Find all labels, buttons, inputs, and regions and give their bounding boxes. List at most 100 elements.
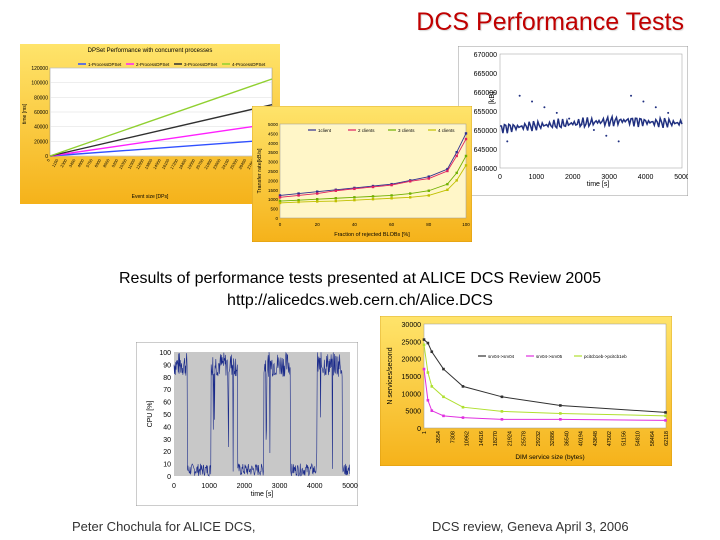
chart5-data-point — [430, 350, 434, 354]
caption-line-1: Results of performance tests presented a… — [118, 270, 601, 287]
chart1-legend-entry: 1-ProcessDPSet — [88, 62, 122, 67]
chart3-xtick: 80 — [426, 222, 432, 227]
chart3-data-point — [334, 189, 337, 192]
chart2-ytick: 660000 — [474, 90, 497, 97]
chart3-data-point — [409, 192, 412, 195]
chart5-ylabel: N services/second — [387, 347, 394, 404]
footer-right: DCS review, Geneva April 3, 2006 — [432, 519, 629, 534]
chart3-data-point — [427, 177, 430, 180]
dim-services-chart: srv04->srv04 srv04->srv05 pcitcb1eb->pcitc… — [380, 316, 672, 466]
chart5-legend-entry: pcitcb1eb->pcitcb1eb — [584, 354, 627, 359]
chart1-xtick: 20700 — [195, 157, 205, 170]
chart1-xtick: 25300 — [229, 157, 239, 170]
chart5-data-point — [442, 414, 445, 418]
chart3-data-point — [464, 154, 468, 158]
chart3-ytick: 2500 — [268, 169, 279, 174]
caption-line-2[interactable]: http://alicedcs.web.cern.ch/Alice.DCS — [227, 292, 493, 309]
chart3-series-line — [279, 165, 467, 204]
chart5-data-point — [422, 338, 426, 341]
chart4-ytick: 60 — [163, 400, 171, 407]
chart5-data-point — [461, 405, 465, 409]
chart2-ytick: 670000 — [474, 52, 497, 59]
chart3-ytick: 4000 — [268, 141, 279, 146]
chart2-xlabel: time [s] — [587, 181, 610, 188]
chart3-data-point — [353, 187, 356, 191]
chart1-ytick: 0 — [45, 154, 48, 160]
chart5-data-point — [426, 341, 430, 345]
chart1-ytick: 80000 — [34, 95, 48, 101]
chart5-xtick: 3654 — [436, 431, 442, 443]
chart3-ytick: 500 — [270, 207, 278, 212]
chart1-series-line — [49, 78, 273, 157]
chart5-data-point — [664, 411, 667, 414]
chart2-xtick: 5000 — [674, 174, 688, 181]
chart4-ytick: 80 — [163, 375, 171, 382]
chart2-outlier-point — [543, 106, 546, 109]
chart2-outlier-point — [518, 94, 521, 97]
chart3-data-point — [353, 198, 356, 202]
chart5-ytick: 25000 — [402, 339, 422, 346]
chart5-xtick: 10962 — [465, 431, 471, 446]
chart1-series-line — [49, 123, 273, 157]
chart5-xtick: 43848 — [593, 431, 599, 446]
chart5-xtick: 54810 — [636, 431, 642, 446]
chart5-xtick: 1 — [422, 431, 428, 434]
chart5-data-point — [461, 416, 465, 419]
chart1-ylabel: time [ms] — [22, 103, 28, 124]
footer-left: Peter Chochula for ALICE DCS, — [72, 519, 256, 534]
chart2-xtick: 1000 — [529, 174, 545, 181]
chart3-data-point — [455, 151, 458, 154]
chart5-xtick: 18270 — [493, 431, 499, 446]
chart3-ytick: 1000 — [268, 197, 279, 202]
chart5-xtick: 32886 — [550, 431, 556, 446]
chart1-xtick: 19550 — [186, 157, 196, 170]
chart3-data-point — [278, 201, 282, 205]
chart2-outlier-point — [630, 94, 633, 97]
chart3-data-point — [297, 194, 300, 197]
chart3-data-point — [278, 194, 282, 197]
dpset-performance-chart: DPSet Performance with concurrent proces… — [20, 44, 280, 204]
chart2-series-line — [499, 113, 683, 134]
chart5-ytick: 30000 — [402, 322, 422, 329]
chart2-outlier-point — [555, 111, 558, 114]
chart2-outlier-point — [506, 140, 509, 143]
chart2-ylabel: [kB] — [489, 92, 496, 104]
chart5-xtick: 51156 — [621, 431, 627, 446]
chart5-data-point — [559, 412, 562, 415]
chart1-xtick: 13800 — [143, 157, 153, 170]
chart5-xtick: 21924 — [507, 431, 513, 446]
chart1-legend-entry: 4-ProcessDPSet — [232, 62, 266, 67]
chart1-xtick: 10350 — [118, 157, 128, 170]
chart3-ytick: 1500 — [268, 188, 279, 193]
chart1-xtick: 8050 — [102, 157, 111, 168]
chart2-outlier-point — [580, 123, 583, 126]
chart1-xtick: 2300 — [59, 157, 68, 168]
chart2-ytick: 650000 — [474, 128, 497, 135]
chart2-xtick: 0 — [498, 174, 502, 181]
chart1-ytick: 40000 — [34, 125, 48, 131]
chart3-data-point — [464, 164, 468, 167]
chart2-outlier-point — [617, 140, 620, 143]
chart3-data-point — [316, 192, 319, 195]
chart3-data-point — [446, 188, 449, 191]
chart2-ytick: 645000 — [474, 147, 497, 154]
chart4-ytick: 30 — [163, 437, 171, 444]
chart3-xtick: 40 — [352, 222, 358, 227]
memory-usage-chart: 670000 665000 660000 655000 650000 645000 6400… — [458, 46, 688, 196]
chart5-data-point — [664, 419, 667, 422]
chart4-xtick: 5000 — [342, 483, 358, 490]
chart4-ytick: 90 — [163, 362, 171, 369]
chart2-outlier-point — [592, 129, 595, 131]
chart3-ylabel: Transfer rate[kB/s] — [257, 148, 263, 194]
chart3-data-point — [353, 196, 356, 199]
chart3-legend-entry: 4 clients — [438, 128, 455, 133]
chart2-xtick: 3000 — [601, 174, 617, 181]
chart3-data-point — [455, 171, 458, 175]
chart4-ytick: 0 — [167, 474, 171, 481]
chart5-data-point — [430, 409, 434, 412]
chart5-legend-entry: srv04->srv04 — [488, 354, 515, 359]
chart3-data-point — [390, 197, 393, 200]
chart1-xtick: 12650 — [135, 157, 145, 170]
chart5-data-point — [422, 343, 426, 347]
